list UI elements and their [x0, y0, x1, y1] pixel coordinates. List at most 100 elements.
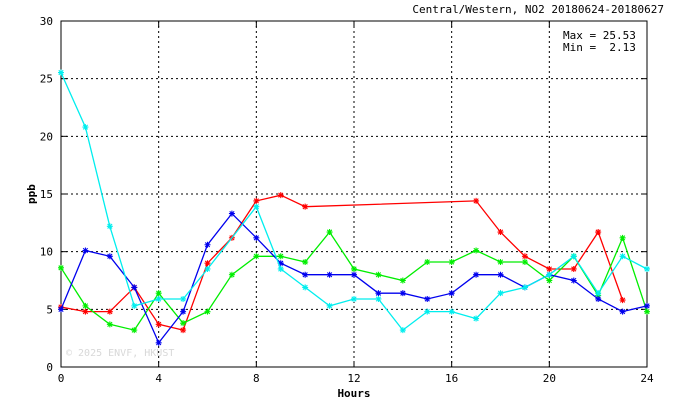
data-point [204, 308, 211, 315]
max-value-label: Max = 25.53 [563, 29, 636, 42]
data-point [570, 265, 577, 272]
data-point [351, 271, 357, 278]
watermark: © 2025 ENVF, HKUST [66, 348, 174, 359]
data-point [644, 302, 650, 309]
data-point [253, 234, 260, 241]
data-point [302, 259, 309, 266]
data-point [82, 247, 89, 254]
data-point [326, 271, 333, 278]
data-point [619, 253, 626, 260]
data-point [521, 259, 528, 266]
data-point [473, 247, 480, 254]
data-point [473, 315, 480, 322]
x-axis-label: Hours [337, 387, 370, 400]
axis-ticks: 0 4 8 12 16 20 24 0 5 10 15 20 25 30 [40, 15, 654, 385]
data-point [375, 290, 382, 297]
series-line [60, 194, 624, 331]
data-point [595, 290, 602, 297]
data-point [497, 290, 504, 297]
data-point [424, 308, 431, 315]
data-point [58, 264, 64, 271]
data-point [326, 302, 333, 309]
data-point [253, 203, 260, 210]
data-point [375, 271, 382, 278]
data-point [277, 192, 284, 199]
data-point [155, 290, 162, 297]
y-tick-label: 10 [40, 246, 53, 259]
data-point [326, 229, 333, 236]
x-tick-label: 0 [58, 372, 65, 385]
y-tick-label: 30 [40, 15, 53, 28]
y-tick-label: 15 [40, 188, 53, 201]
data-point [497, 259, 504, 266]
data-point [131, 284, 138, 291]
data-point [131, 327, 138, 334]
data-point [546, 265, 553, 272]
data-point [302, 284, 309, 291]
data-series [58, 69, 650, 346]
data-point [399, 327, 406, 334]
data-point [546, 277, 553, 284]
data-point [351, 295, 357, 302]
data-point [448, 259, 455, 266]
y-tick-label: 20 [40, 130, 53, 143]
x-tick-label: 24 [640, 372, 654, 385]
data-point [546, 271, 553, 278]
data-point [180, 308, 187, 315]
data-point [619, 297, 626, 304]
series-2 [58, 229, 650, 334]
data-point [375, 295, 382, 302]
data-point [155, 321, 162, 328]
data-point [521, 253, 528, 260]
data-point [58, 306, 64, 313]
data-point [82, 302, 89, 309]
data-point [595, 229, 602, 236]
data-point [106, 253, 113, 260]
data-point [253, 253, 260, 260]
data-point [619, 308, 626, 315]
x-tick-label: 12 [347, 372, 360, 385]
data-point [204, 241, 211, 248]
data-point [644, 308, 650, 315]
data-point [399, 277, 406, 284]
x-tick-label: 4 [155, 372, 162, 385]
data-point [521, 284, 528, 291]
data-point [424, 295, 431, 302]
y-tick-label: 25 [40, 73, 53, 86]
data-point [473, 271, 480, 278]
data-point [180, 295, 187, 302]
data-point [277, 253, 284, 260]
data-point [58, 69, 64, 76]
data-point [473, 197, 480, 204]
data-point [180, 327, 187, 334]
x-tick-label: 16 [445, 372, 458, 385]
data-point [302, 203, 309, 210]
series-4 [58, 69, 650, 334]
data-point [82, 308, 89, 315]
grid-lines [61, 21, 647, 367]
data-point [302, 271, 309, 278]
min-value-label: Min = 2.13 [563, 41, 636, 54]
y-axis-label: ppb [25, 184, 38, 204]
data-point [351, 265, 357, 272]
data-point [497, 271, 504, 278]
y-tick-label: 0 [46, 361, 53, 374]
data-point [399, 290, 406, 297]
data-point [155, 339, 162, 346]
chart-title: Central/Western, NO2 20180624-20180627 [412, 3, 664, 16]
series-1 [58, 192, 626, 334]
series-3 [58, 210, 650, 346]
data-point [644, 265, 650, 272]
data-point [106, 308, 113, 315]
data-point [424, 259, 431, 266]
data-point [106, 321, 113, 328]
series-line [60, 72, 648, 332]
data-point [204, 265, 211, 272]
data-point [204, 260, 211, 267]
data-point [277, 260, 284, 267]
data-point [448, 308, 455, 315]
data-point [570, 277, 577, 284]
x-tick-label: 20 [543, 372, 556, 385]
x-tick-label: 8 [253, 372, 260, 385]
